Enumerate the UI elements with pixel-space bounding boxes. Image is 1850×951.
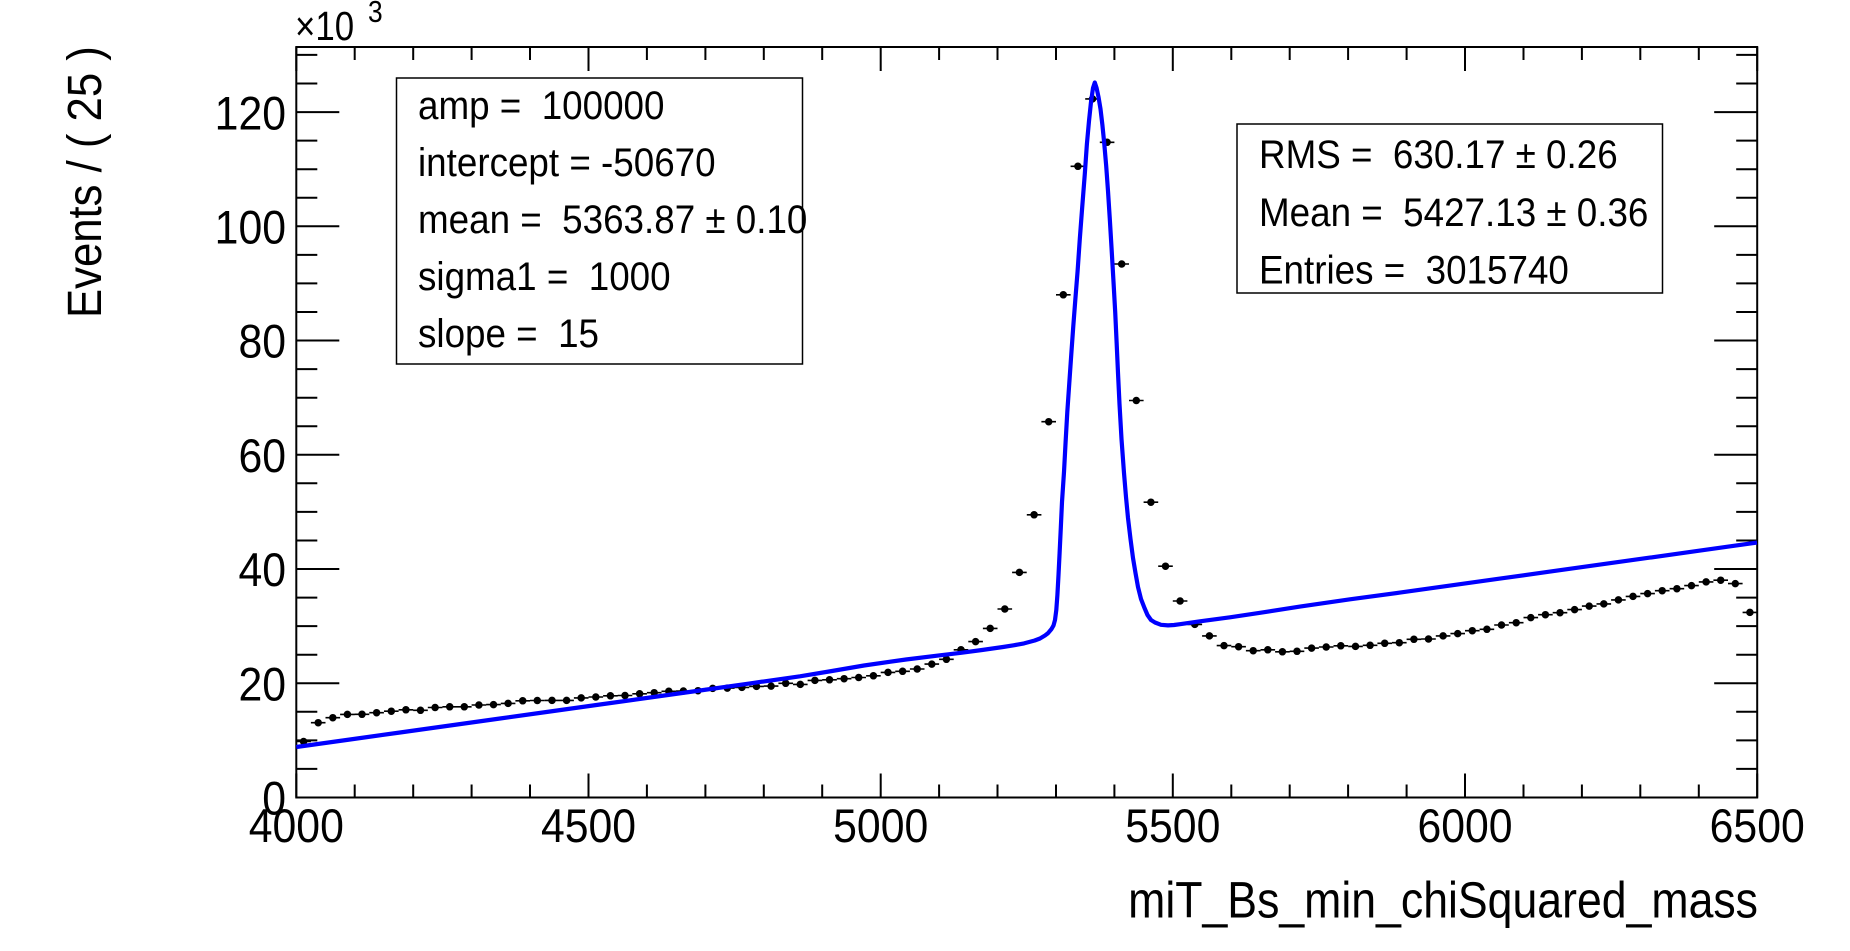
svg-text:4000: 4000 [249,799,344,852]
svg-text:40: 40 [238,543,286,596]
svg-text:80: 80 [238,315,286,368]
svg-text:5000: 5000 [833,799,928,852]
svg-text:3: 3 [368,0,383,30]
svg-text:5500: 5500 [1125,799,1220,852]
svg-text:slope = 15: slope = 15 [418,312,599,357]
svg-text:60: 60 [238,429,286,482]
svg-text:120: 120 [215,86,286,139]
svg-text:Mean = 5427.13 ± 0.36: Mean = 5427.13 ± 0.36 [1259,191,1648,236]
svg-text:100: 100 [215,201,286,254]
svg-text:×10: ×10 [295,4,354,49]
svg-text:RMS = 630.17 ± 0.26: RMS = 630.17 ± 0.26 [1259,133,1618,178]
svg-text:4500: 4500 [541,799,636,852]
svg-text:20: 20 [238,658,286,711]
svg-text:6500: 6500 [1710,799,1805,852]
svg-text:6000: 6000 [1417,799,1512,852]
svg-text:sigma1 = 1000: sigma1 = 1000 [418,255,671,300]
svg-text:mean = 5363.87 ± 0.10: mean = 5363.87 ± 0.10 [418,198,807,243]
svg-text:miT_Bs_min_chiSquared_mass: miT_Bs_min_chiSquared_mass [1128,873,1758,929]
svg-text:Entries = 3015740: Entries = 3015740 [1259,248,1569,293]
svg-text:Events / ( 25 ): Events / ( 25 ) [57,46,111,318]
svg-text:0: 0 [262,772,286,825]
svg-text:intercept = -50670: intercept = -50670 [418,141,716,186]
svg-text:amp = 100000: amp = 100000 [418,84,664,129]
